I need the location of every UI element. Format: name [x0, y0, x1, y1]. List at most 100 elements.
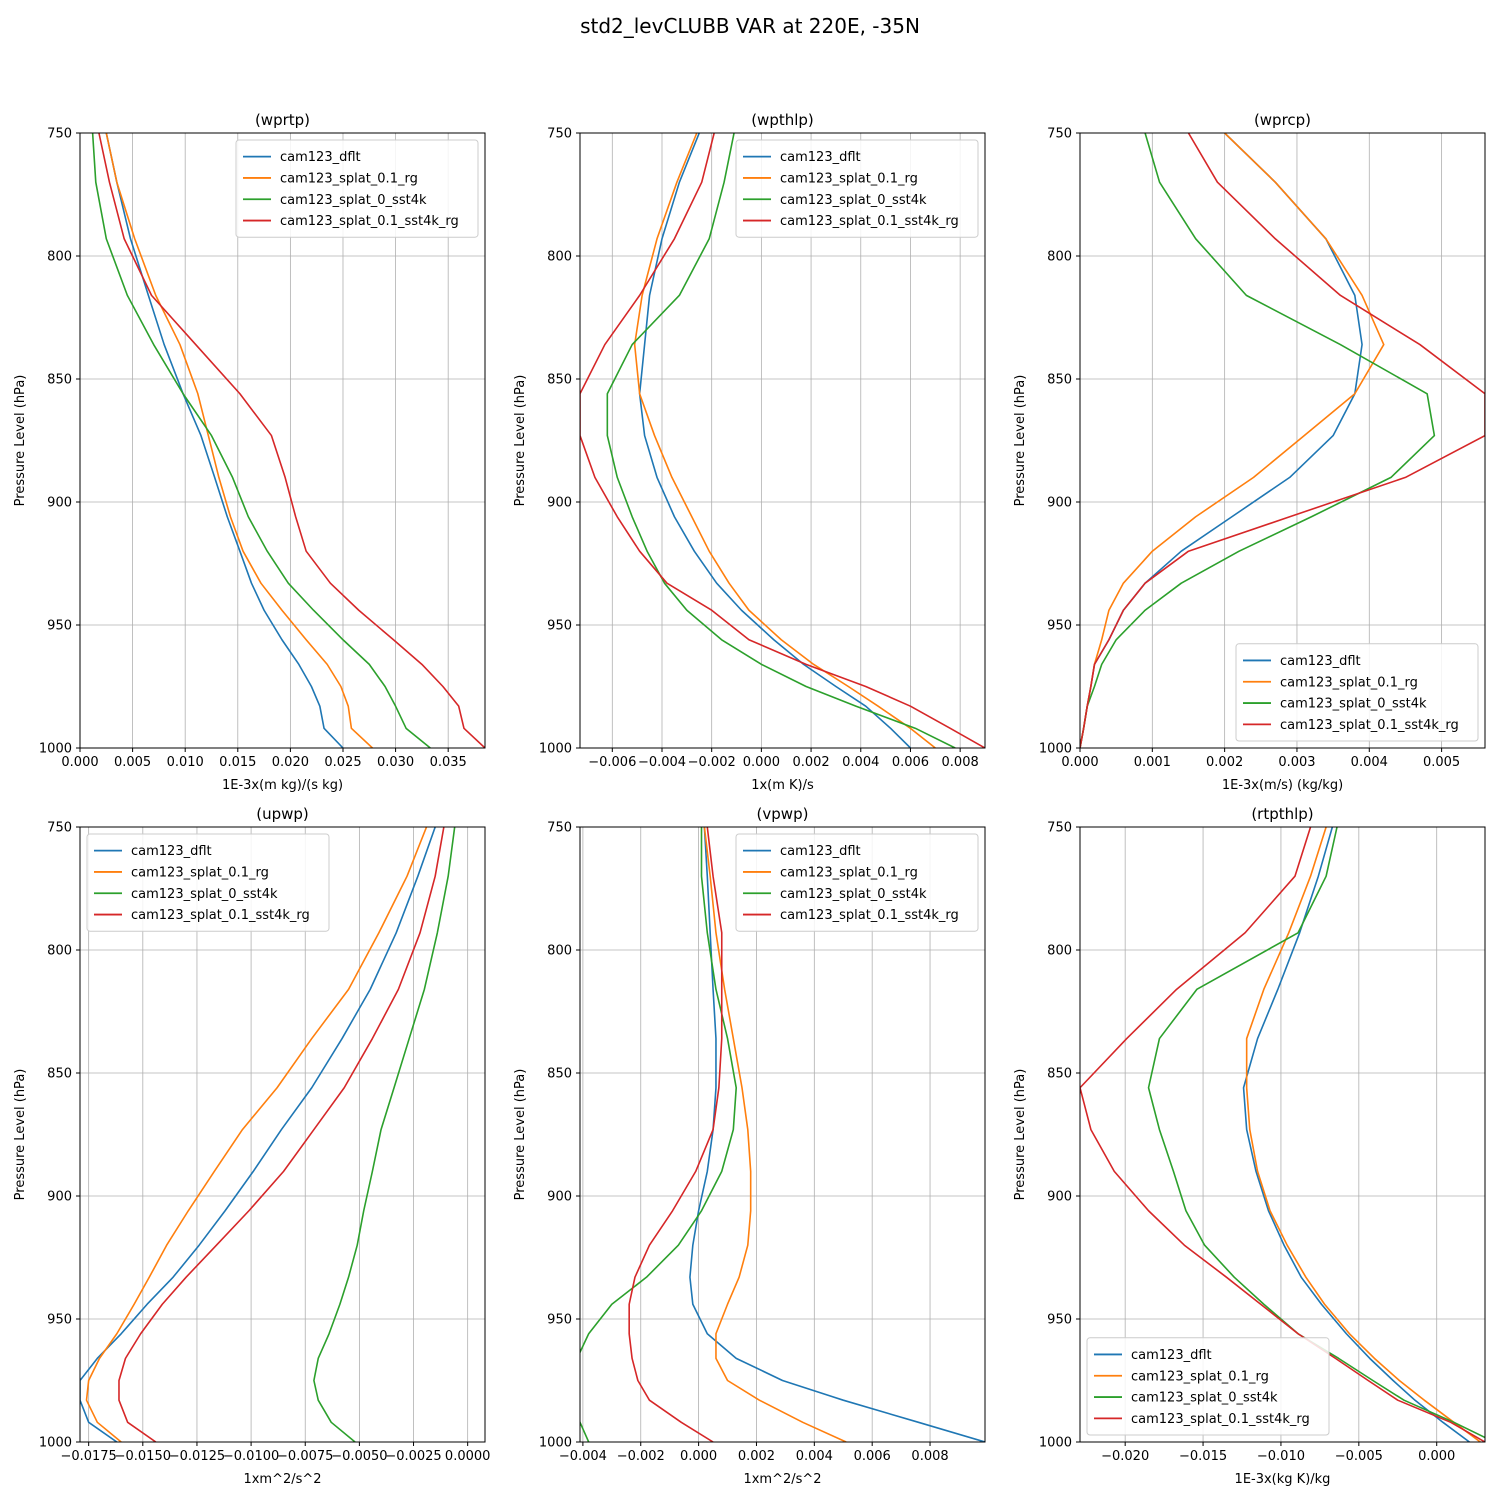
- x-axis-label: 1E-3x(m/s) (kg/kg): [1222, 778, 1343, 793]
- plot-frame: [79, 826, 486, 1443]
- series-line-cam123_splat_0_sst4k: [313, 827, 456, 1442]
- legend-label: cam123_splat_0_sst4k: [1131, 1391, 1278, 1406]
- legend-label: cam123_splat_0.1_rg: [280, 171, 418, 186]
- x-tick-label: −0.0075: [277, 1449, 333, 1464]
- series-line-cam123_splat_0.1_rg: [85, 827, 428, 1442]
- legend-label: cam123_splat_0_sst4k: [280, 193, 427, 208]
- legend-label: cam123_dflt: [1131, 1348, 1212, 1363]
- y-tick-label: 900: [547, 1190, 572, 1205]
- x-tick-label: −0.004: [559, 1449, 607, 1464]
- panel-1: −0.006 −0.004 −0.002 0.000 0.002 0.004 0.006 0.…: [513, 111, 986, 793]
- x-tick-label: −0.020: [1101, 1449, 1149, 1464]
- x-tick-label: −0.0050: [331, 1449, 387, 1464]
- x-axis-label: 1x(m K)/s: [751, 778, 814, 793]
- series-line-cam123_splat_0_sst4k: [1080, 133, 1436, 748]
- y-tick-label: 800: [1047, 250, 1072, 265]
- series-line-cam123_dflt: [105, 133, 344, 748]
- series-line-cam123_dflt: [689, 827, 985, 1442]
- y-tick-label: 1000: [1039, 1436, 1072, 1451]
- series-group: [1080, 133, 1485, 748]
- y-tick-label: 900: [47, 496, 72, 511]
- x-tick-label: −0.005: [1335, 1449, 1383, 1464]
- plot-frame: [1079, 132, 1486, 749]
- series-line-cam123_dflt: [638, 133, 912, 748]
- panel-4: −0.004 −0.002 0.000 0.002 0.004 0.006 0.008 750…: [513, 805, 986, 1487]
- panel-title: (upwp): [256, 805, 309, 823]
- series-line-cam123_splat_0_sst4k: [1147, 827, 1485, 1439]
- legend-box: [235, 139, 479, 238]
- x-tick-label: −0.010: [1257, 1449, 1305, 1464]
- legend-box: [735, 139, 979, 238]
- legend-label: cam123_splat_0.1_rg: [1131, 1369, 1269, 1384]
- y-tick-label: 950: [1047, 1313, 1072, 1328]
- series-line-cam123_dflt: [1242, 827, 1470, 1442]
- y-axis-label: Pressure Level (hPa): [1013, 1069, 1028, 1201]
- y-tick-label: 800: [547, 944, 572, 959]
- x-tick-label: 0.002: [1206, 755, 1243, 770]
- y-tick-label: 950: [47, 619, 72, 634]
- x-axis-label: 1xm^2/s^2: [243, 1472, 321, 1487]
- x-tick-label: 0.000: [680, 1449, 717, 1464]
- panel-title: (rtpthlp): [1251, 805, 1313, 823]
- series-line-cam123_dflt: [80, 827, 436, 1442]
- y-tick-label: 750: [47, 821, 72, 836]
- x-tick-label: −0.004: [638, 755, 686, 770]
- legend-label: cam123_dflt: [780, 150, 861, 165]
- series-line-cam123_splat_0.1_rg: [703, 827, 847, 1442]
- plot-frame: [79, 132, 486, 749]
- legend-label: cam123_splat_0.1_rg: [131, 865, 269, 880]
- y-tick-label: 850: [47, 1067, 72, 1082]
- y-tick-label: 900: [547, 496, 572, 511]
- y-tick-label: 1000: [1039, 742, 1072, 757]
- series-line-cam123_splat_0.1_sst4k_rg: [628, 827, 723, 1442]
- series-line-cam123_splat_0.1_rg: [105, 133, 373, 748]
- legend-label: cam123_splat_0.1_rg: [780, 171, 918, 186]
- figure-title: std2_levCLUBB VAR at 220E, -35N: [580, 14, 920, 38]
- x-tick-label: 0.000: [1061, 755, 1098, 770]
- x-axis-label: 1xm^2/s^2: [743, 1472, 821, 1487]
- series-line-cam123_splat_0.1_sst4k_rg: [1080, 133, 1485, 748]
- series-line-cam123_splat_0.1_sst4k_rg: [1080, 827, 1485, 1442]
- plot-frame: [579, 826, 986, 1443]
- legend: cam123_dflt cam123_splat_0.1_rg cam123_spl…: [735, 833, 979, 932]
- legend-label: cam123_splat_0.1_sst4k_rg: [131, 908, 310, 923]
- legend-box: [735, 833, 979, 932]
- x-tick-label: 0.001: [1134, 755, 1171, 770]
- x-tick-label: 0.004: [842, 755, 879, 770]
- legend-label: cam123_splat_0.1_sst4k_rg: [1131, 1412, 1310, 1427]
- x-tick-label: 0.005: [114, 755, 151, 770]
- x-tick-label: −0.002: [617, 1449, 665, 1464]
- y-tick-label: 850: [547, 1067, 572, 1082]
- x-tick-label: 0.006: [892, 755, 929, 770]
- x-tick-label: −0.0125: [169, 1449, 225, 1464]
- x-tick-label: −0.015: [1179, 1449, 1227, 1464]
- y-tick-label: 900: [1047, 496, 1072, 511]
- x-tick-label: −0.006: [588, 755, 636, 770]
- x-tick-label: 0.025: [324, 755, 361, 770]
- panel-5: −0.020 −0.015 −0.010 −0.005 0.000 750 800 850 90…: [1013, 805, 1486, 1487]
- legend-label: cam123_splat_0.1_rg: [780, 865, 918, 880]
- panel-title: (vpwp): [757, 805, 809, 823]
- legend-label: cam123_dflt: [131, 844, 212, 859]
- legend-box: [1235, 643, 1479, 742]
- panel-3: −0.0175−0.0150−0.0125−0.0100−0.0075−0.00…: [13, 805, 490, 1487]
- x-tick-label: 0.008: [911, 1449, 948, 1464]
- y-tick-label: 750: [547, 821, 572, 836]
- panel-title: (wpthlp): [751, 111, 814, 129]
- y-tick-label: 850: [1047, 373, 1072, 388]
- x-tick-label: 0.020: [272, 755, 309, 770]
- y-tick-label: 800: [547, 250, 572, 265]
- legend: cam123_dflt cam123_splat_0.1_rg cam123_spl…: [1086, 1337, 1330, 1436]
- x-tick-label: 0.010: [167, 755, 204, 770]
- y-tick-label: 950: [47, 1313, 72, 1328]
- x-tick-label: −0.0175: [60, 1449, 116, 1464]
- legend-label: cam123_dflt: [1280, 654, 1361, 669]
- y-tick-label: 950: [547, 619, 572, 634]
- series-line-cam123_splat_0.1_sst4k_rg: [580, 133, 985, 748]
- x-tick-label: 0.008: [942, 755, 979, 770]
- legend-label: cam123_splat_0.1_sst4k_rg: [780, 908, 959, 923]
- y-tick-label: 800: [47, 250, 72, 265]
- x-tick-label: −0.002: [688, 755, 736, 770]
- x-tick-label: 0.005: [1423, 755, 1460, 770]
- y-axis-label: Pressure Level (hPa): [1013, 375, 1028, 507]
